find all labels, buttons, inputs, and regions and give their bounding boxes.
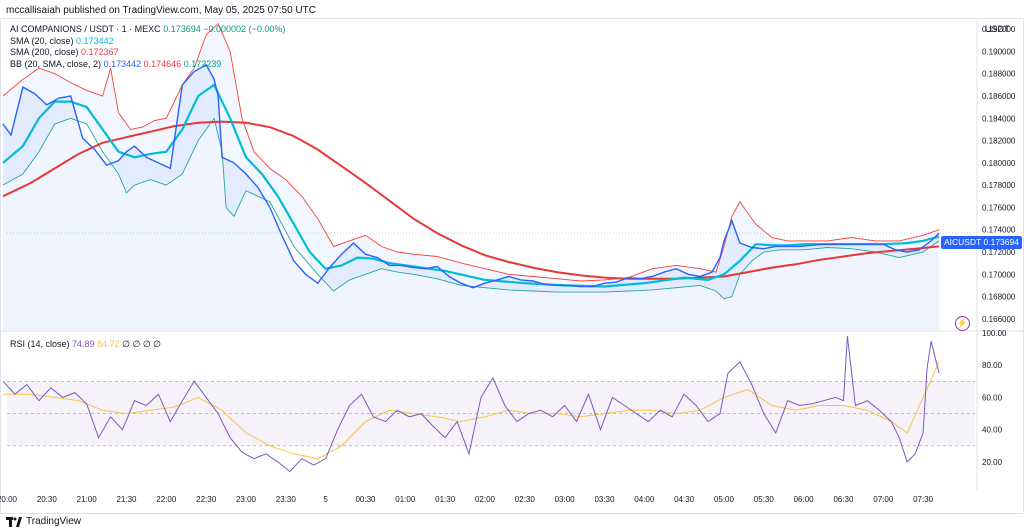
last-price-tag: AICUSDT 0.173694 [941, 236, 1022, 249]
price-axis-tick: 0.166000 [982, 315, 1016, 324]
rsi-axis-tick: 80.00 [982, 361, 1003, 370]
price-axis-tick: 0.176000 [982, 203, 1016, 212]
footer-brand[interactable]: TradingView [6, 516, 81, 527]
time-axis-tick: 04:00 [634, 495, 655, 504]
currency-label: USDT [985, 24, 1010, 34]
price-axis-tick: 0.190000 [982, 47, 1016, 56]
sma200-value: 0.172367 [81, 47, 119, 57]
price-axis-tick: 0.178000 [982, 181, 1016, 190]
time-axis-tick: 5 [323, 495, 328, 504]
rsi-axis-tick: 40.00 [982, 426, 1003, 435]
bb-lower-value: 0.172239 [183, 58, 222, 69]
bb-mid-value: 0.173442 [103, 58, 142, 69]
bb-upper-line [2, 22, 940, 282]
price-axis-tick: 0.180000 [982, 159, 1016, 168]
bb-upper-value: 0.174646 [143, 58, 182, 69]
price-axis-tick: 0.188000 [982, 70, 1016, 79]
time-axis-tick: 07:00 [873, 495, 894, 504]
time-axis-tick: 23:00 [236, 495, 257, 504]
rsi-axis-tick: 60.00 [982, 393, 1003, 402]
time-axis-tick: 20:30 [37, 495, 58, 504]
price-axis-tick: 0.170000 [982, 270, 1016, 279]
time-axis-tick: 20:00 [0, 495, 18, 504]
sma20-value: 0.173442 [76, 35, 114, 46]
time-axis-tick: 22:00 [156, 495, 177, 504]
price-axis-tick: 0.172000 [982, 248, 1016, 257]
rsi-legend[interactable]: RSI (14, close) 74.89 84.72 ∅ ∅ ∅ ∅ [10, 339, 161, 350]
symbol-row[interactable]: AI COMPANIONS / USDT · 1 · MEXC 0.173694… [10, 24, 285, 36]
time-axis-tick: 21:30 [116, 495, 137, 504]
price-axis-tick: 0.174000 [982, 226, 1016, 235]
sma200-line [2, 120, 940, 280]
time-axis-tick: 04:30 [674, 495, 695, 504]
price-axis-tick: 0.192000 [982, 25, 1016, 34]
publisher-line: mccallisaiah published on TradingView.co… [6, 5, 316, 16]
price-change: −0.000002 (−0.00%) [203, 24, 286, 34]
price-axis-tick: 0.184000 [982, 114, 1016, 123]
time-axis-tick: 03:30 [594, 495, 615, 504]
bb-lower-line [2, 117, 940, 300]
rsi-axis-tick: 100.00 [982, 329, 1007, 338]
lightning-icon[interactable]: ⚡ [955, 316, 970, 331]
sma200-label: SMA (200, close) [10, 47, 79, 57]
bb-legend-row[interactable]: BB (20, SMA, close, 2) 0.173442 0.174646… [10, 59, 285, 71]
price-legend: AI COMPANIONS / USDT · 1 · MEXC 0.173694… [10, 24, 285, 70]
rsi-ma-value: 84.72 [97, 339, 120, 349]
price-area-fill [3, 64, 940, 331]
symbol-label: AI COMPANIONS / USDT · 1 · MEXC [10, 24, 161, 34]
time-axis-tick: 01:00 [395, 495, 416, 504]
sma20-label: SMA (20, close) [10, 35, 74, 46]
time-axis-tick: 06:00 [794, 495, 815, 504]
price-line [2, 63, 940, 289]
tradingview-logo-icon [6, 516, 22, 527]
bb-label: BB (20, SMA, close, 2) [10, 58, 102, 69]
time-axis-tick: 05:30 [754, 495, 775, 504]
time-axis-tick: 03:00 [555, 495, 576, 504]
time-axis-tick: 06:30 [833, 495, 854, 504]
rsi-label: RSI (14, close) [10, 339, 70, 349]
time-axis-tick: 02:30 [515, 495, 536, 504]
brand-label: TradingView [26, 516, 82, 527]
rsi-line [2, 336, 940, 473]
price-value: 0.173694 [163, 24, 201, 34]
time-axis-tick: 01:30 [435, 495, 456, 504]
sma20-line [2, 83, 940, 288]
sma200-legend-row[interactable]: SMA (200, close) 0.172367 [10, 47, 285, 59]
price-axis-tick: 0.168000 [982, 293, 1016, 302]
rsi-ma-line [3, 361, 940, 460]
rsi-axis-tick: 20.00 [982, 458, 1003, 467]
time-axis-tick: 00:30 [355, 495, 376, 504]
time-axis-tick: 23:30 [276, 495, 297, 504]
time-axis-tick: 02:00 [475, 495, 496, 504]
price-axis-tick: 0.186000 [982, 92, 1016, 101]
time-axis-tick: 21:00 [77, 495, 98, 504]
time-axis-tick: 05:00 [714, 495, 735, 504]
rsi-value: 74.89 [72, 339, 95, 349]
time-axis-tick: 22:30 [196, 495, 217, 504]
rsi-extras: ∅ ∅ ∅ ∅ [122, 339, 162, 349]
sma20-legend-row[interactable]: SMA (20, close) 0.173442 [10, 36, 285, 48]
price-axis-tick: 0.182000 [982, 137, 1016, 146]
time-axis-tick: 07:30 [913, 495, 934, 504]
